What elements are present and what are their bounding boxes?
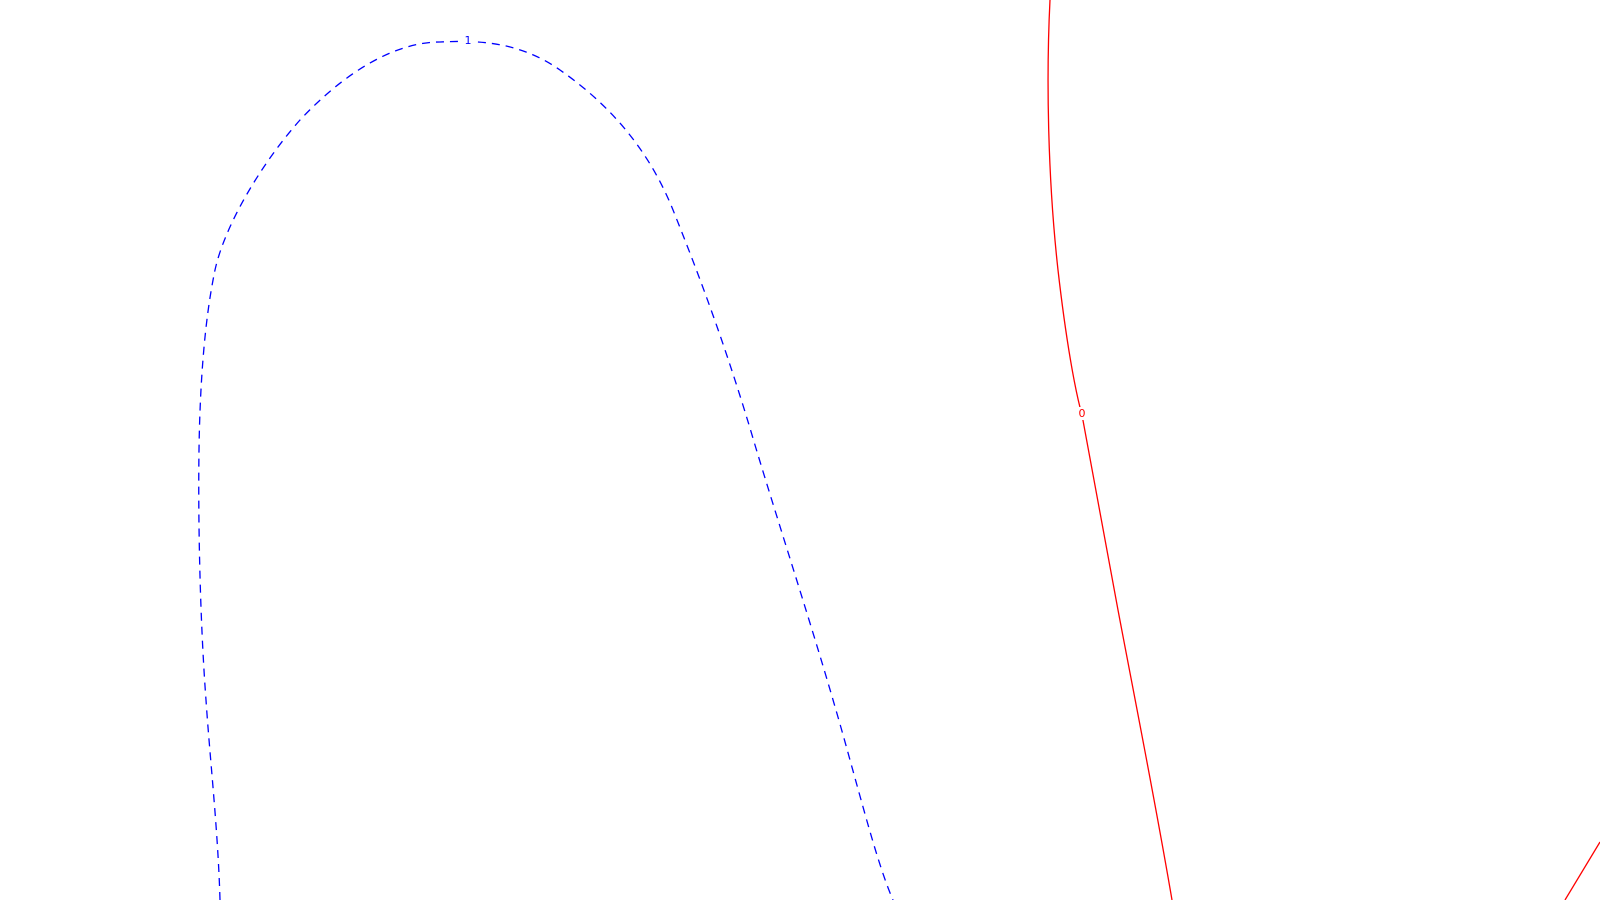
contour-0-label-backdrop <box>1077 407 1087 420</box>
contour-line-level-1 <box>198 40 894 900</box>
contour-label-level-1: 1 <box>465 34 472 47</box>
contour-line-level-0 <box>1047 0 1173 900</box>
contour-label-level-0: 0 <box>1079 407 1086 420</box>
contour-line-level-0-corner <box>1564 841 1600 900</box>
contour-1-label-backdrop <box>463 34 473 47</box>
